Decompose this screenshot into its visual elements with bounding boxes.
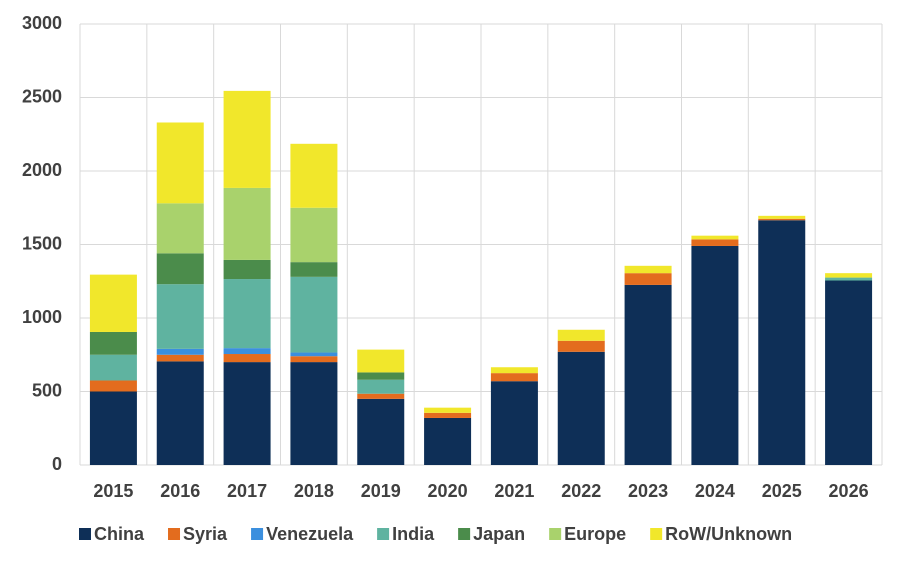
y-tick-label: 3000 [22,13,62,33]
legend-swatch [168,528,181,540]
bar-segment [490,367,538,374]
x-tick-label: 2019 [361,481,401,501]
bar-segment [357,398,405,465]
legend-swatch [458,528,471,540]
bar-segment [557,340,605,352]
bar-segment [691,239,739,246]
bar-segment [223,259,271,280]
bar-segment [424,417,472,465]
bar-segment [357,393,405,399]
bar-segment [156,361,204,465]
bar-segment [691,235,739,240]
legend-label: Syria [183,524,228,544]
x-tick-label: 2024 [695,481,735,501]
bar-segment [557,329,605,341]
legend-label: India [392,524,435,544]
bar-segment [825,280,873,465]
bar-segment [223,354,271,363]
bar-segment [290,262,338,277]
x-tick-label: 2015 [93,481,133,501]
bar-segment [156,253,204,285]
bar-segment [89,380,137,392]
legend-swatch [650,528,663,540]
bar-segment [156,348,204,355]
legend-swatch [377,528,390,540]
bar-segment [290,362,338,465]
bar-segment [758,218,806,221]
bar-segment [825,277,873,281]
bar-segment [290,207,338,263]
bar-segment [825,273,873,278]
bar-segment [490,381,538,465]
bar-segment [624,284,672,465]
x-tick-label: 2017 [227,481,267,501]
bar-segment [357,349,405,373]
bar-segment [156,203,204,254]
legend-label: Europe [564,524,626,544]
bar-segment [624,265,672,274]
x-tick-label: 2026 [829,481,869,501]
bar-segment [424,407,472,413]
bar-segment [223,279,271,349]
y-tick-label: 500 [32,380,62,400]
legend-label: Venezuela [266,524,354,544]
legend-label: China [94,524,145,544]
bar-segment [290,276,338,353]
y-tick-label: 2000 [22,160,62,180]
legend-swatch [549,528,562,540]
bar-segment [156,284,204,349]
y-tick-label: 0 [52,454,62,474]
x-tick-label: 2022 [561,481,601,501]
bar-segment [223,90,271,188]
bar-segment [758,220,806,465]
bar-segment [89,274,137,332]
bar-segment [357,372,405,380]
legend-label: RoW/Unknown [665,524,792,544]
x-tick-label: 2016 [160,481,200,501]
bar-segment [424,412,472,418]
y-tick-label: 2500 [22,86,62,106]
bar-segment [156,122,204,204]
x-tick-label: 2021 [494,481,534,501]
y-tick-label: 1500 [22,233,62,253]
bar-segment [624,273,672,285]
legend-swatch [251,528,264,540]
x-tick-label: 2023 [628,481,668,501]
bar-segment [691,245,739,465]
x-tick-label: 2025 [762,481,802,501]
bar-segment [89,354,137,381]
bar-segment [357,379,405,394]
bar-segment [156,354,204,362]
bar-segment [758,215,806,219]
bar-segment [290,356,338,363]
bar-segment [490,373,538,382]
bar-segment [223,187,271,260]
x-tick-label: 2020 [428,481,468,501]
x-tick-label: 2018 [294,481,334,501]
bar-segment [223,362,271,465]
legend-label: Japan [473,524,525,544]
bar-segment [89,331,137,355]
legend-swatch [79,528,91,540]
y-tick-label: 1000 [22,307,62,327]
bar-segment [89,391,137,465]
bar-segment [223,348,271,355]
bar-segment [557,351,605,465]
bar-segment [290,143,338,208]
bar-segment [290,352,338,357]
